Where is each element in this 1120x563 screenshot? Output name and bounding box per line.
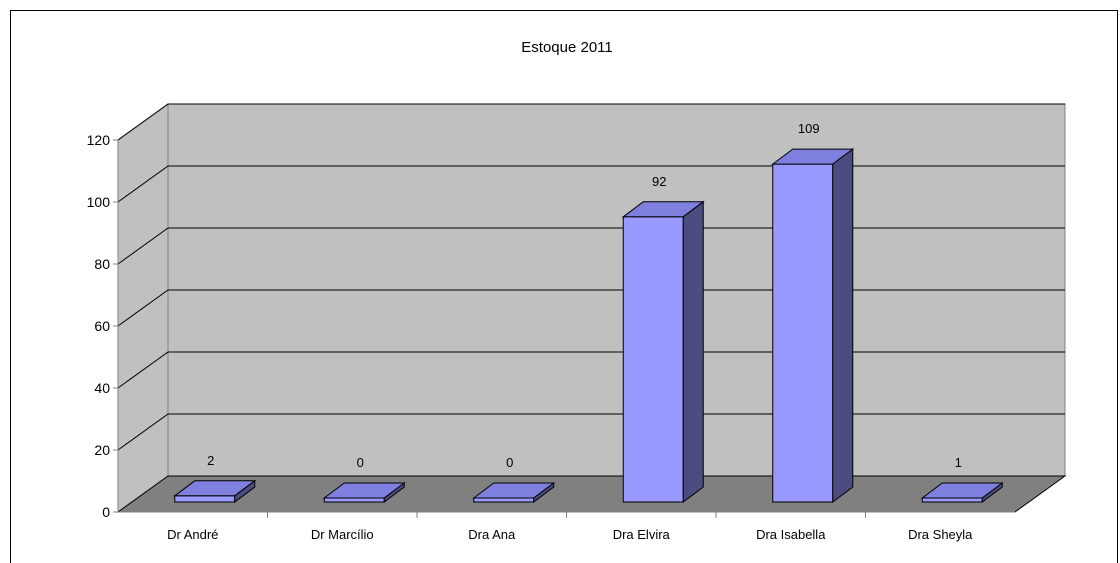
bar-side — [833, 149, 853, 502]
y-tick-label: 20 — [94, 442, 110, 458]
data-label: 109 — [798, 121, 820, 136]
y-tick-label: 100 — [87, 194, 111, 210]
y-tick-label: 80 — [94, 256, 110, 272]
chart-walls — [118, 104, 1065, 512]
bar-front — [922, 498, 982, 502]
y-tick-label: 0 — [102, 504, 110, 520]
bar-front — [324, 498, 384, 502]
data-label: 2 — [207, 453, 214, 468]
bar-front — [175, 496, 235, 502]
y-tick-label: 60 — [94, 318, 110, 334]
x-tick-label: Dra Ana — [468, 527, 516, 542]
bar-front — [773, 164, 833, 502]
x-tick-label: Dra Sheyla — [908, 527, 973, 542]
data-label: 1 — [955, 455, 962, 470]
data-label: 0 — [506, 455, 513, 470]
floor — [118, 476, 1065, 512]
bar-front — [474, 498, 534, 502]
data-label: 0 — [357, 455, 364, 470]
chart-title: Estoque 2011 — [521, 39, 612, 56]
bar-front — [623, 217, 683, 502]
y-axis-ticks: 0 20 40 60 80 100 120 — [87, 132, 118, 520]
y-tick-label: 120 — [87, 132, 111, 148]
y-tick-label: 40 — [94, 380, 110, 396]
x-tick-label: Dra Elvira — [613, 527, 671, 542]
bar — [623, 202, 703, 502]
x-tick-label: Dr André — [167, 527, 218, 542]
x-tick-label: Dra Isabella — [756, 527, 826, 542]
x-axis-labels: Dr André Dr Marcílio Dra Ana Dra Elvira Dra … — [167, 512, 973, 542]
data-label: 92 — [652, 174, 666, 189]
bar — [773, 149, 853, 502]
bar-side — [683, 202, 703, 502]
x-tick-label: Dr Marcílio — [311, 527, 374, 542]
